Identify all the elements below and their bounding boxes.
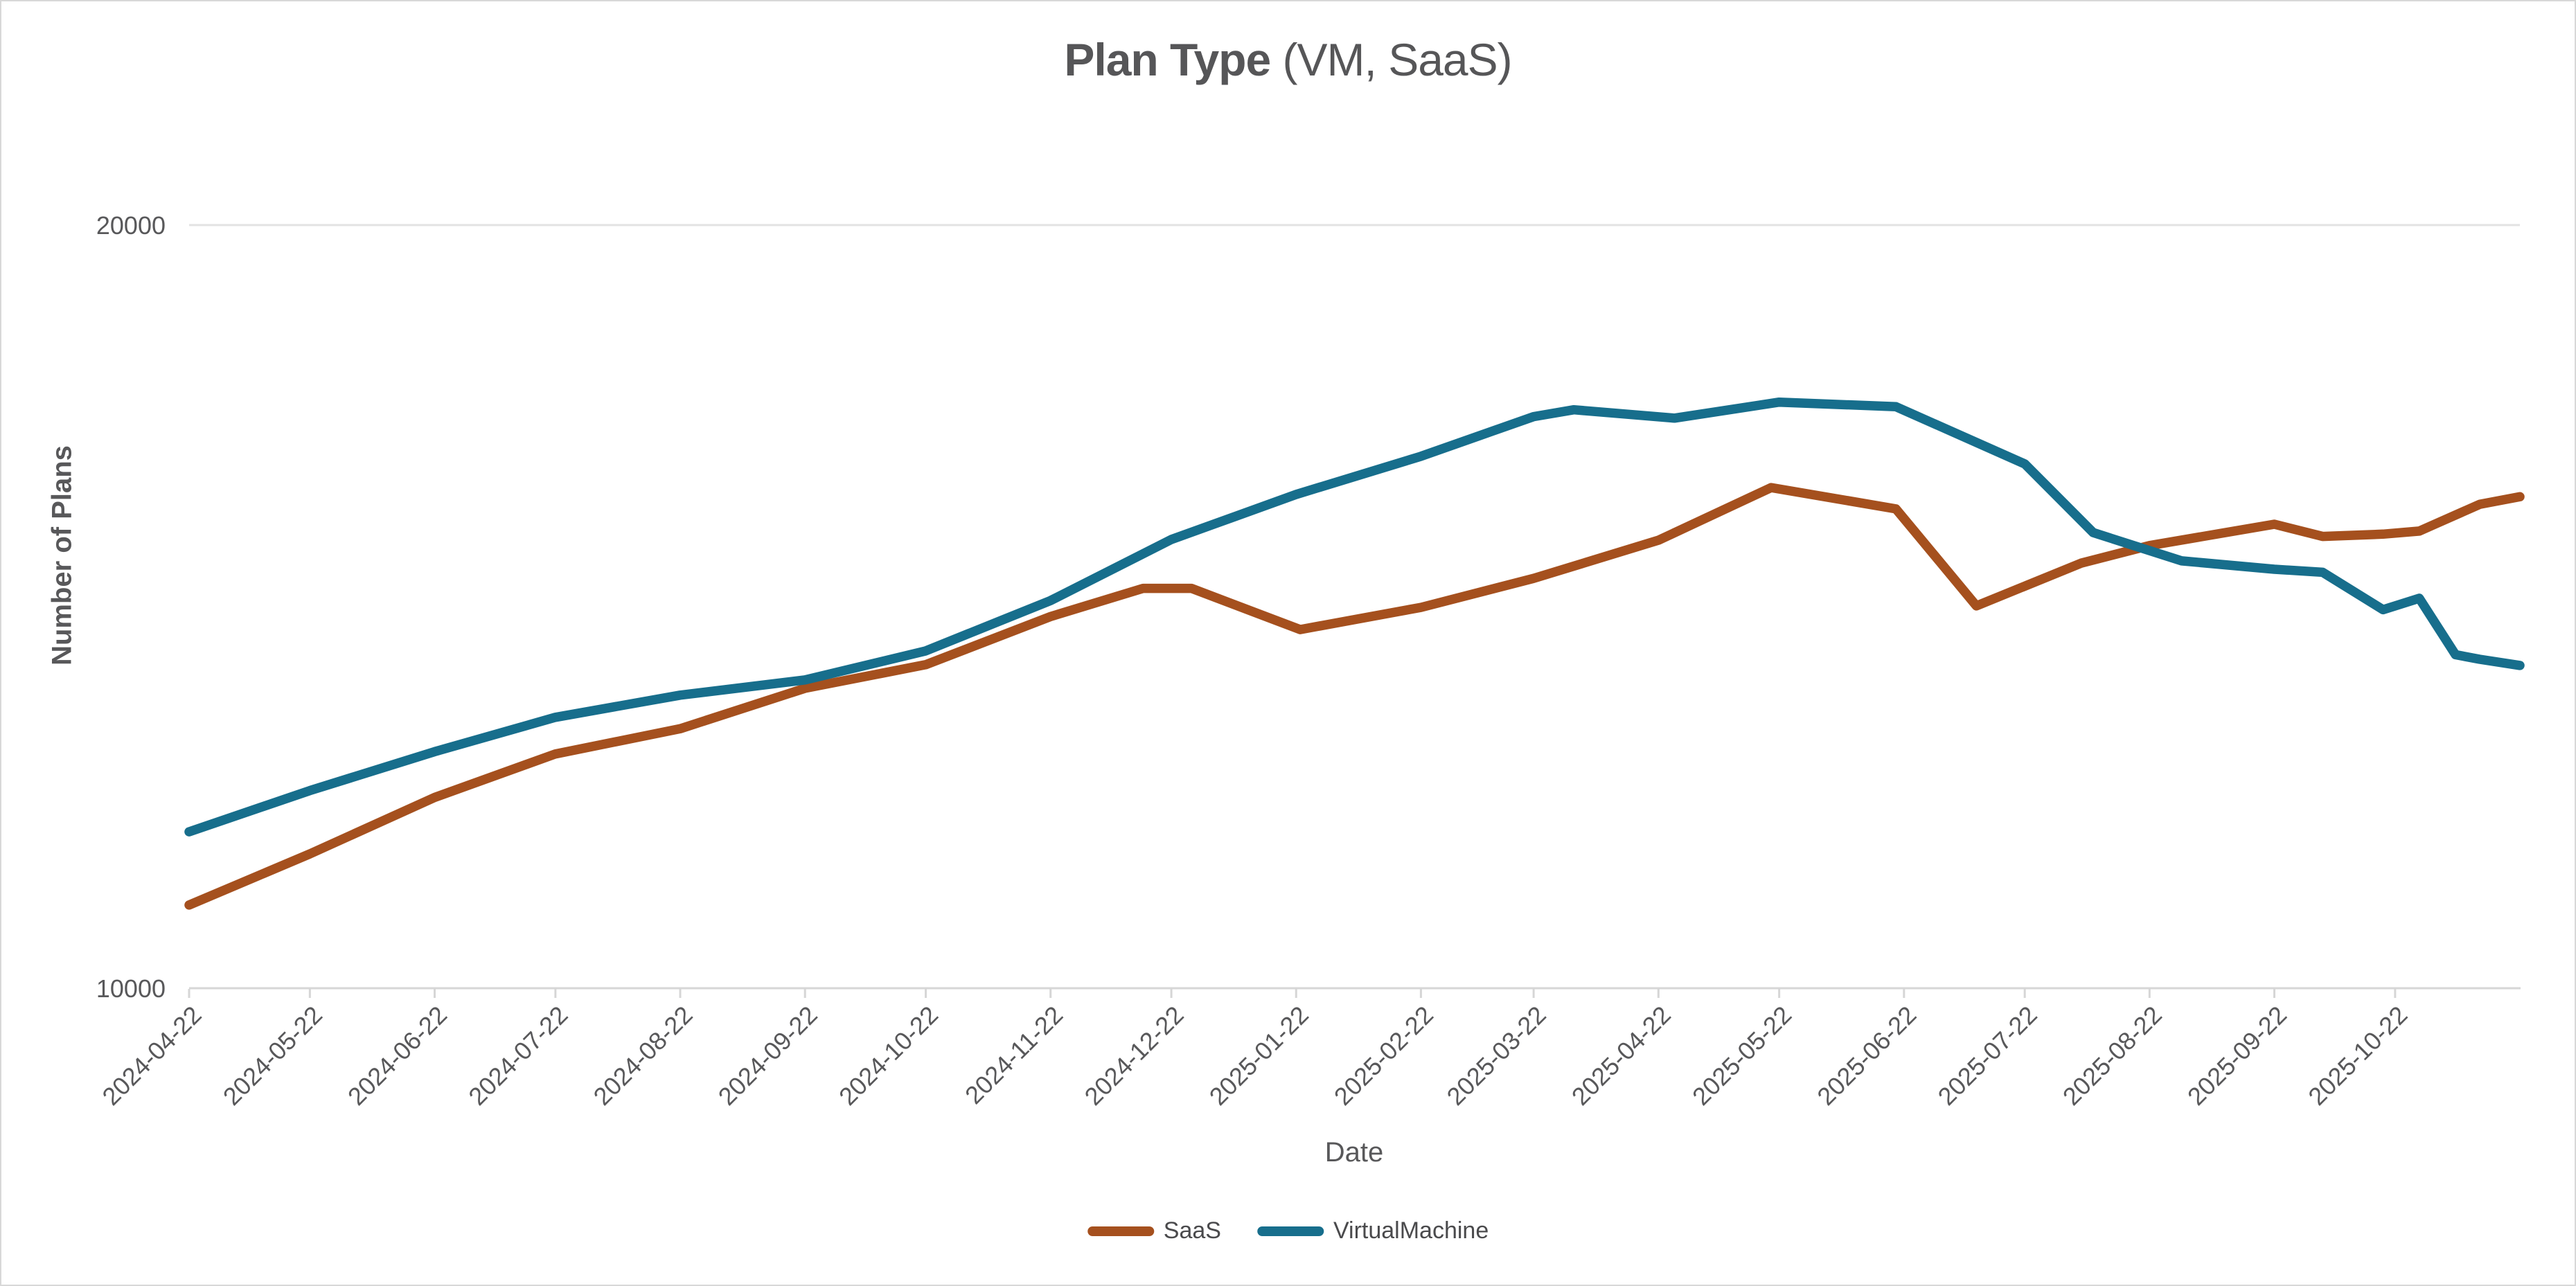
legend-label-saas: SaaS bbox=[1163, 1217, 1221, 1244]
x-axis-tick-label: 2025-03-22 bbox=[1441, 1001, 1552, 1111]
x-axis-tick-label: 2024-09-22 bbox=[713, 1001, 823, 1111]
y-axis-tick-label: 20000 bbox=[96, 211, 166, 240]
x-axis-tick-label: 2024-08-22 bbox=[587, 1001, 698, 1111]
x-axis-tick-label: 2025-07-22 bbox=[1933, 1001, 2043, 1111]
y-axis-tick-label: 10000 bbox=[96, 974, 166, 1003]
x-axis-tick-label: 2025-02-22 bbox=[1329, 1001, 1439, 1111]
x-axis-tick-label: 2024-06-22 bbox=[342, 1001, 452, 1111]
chart-title-main: Plan Type bbox=[1064, 34, 1271, 85]
x-axis-tick-label: 2025-06-22 bbox=[1811, 1001, 1921, 1111]
x-axis-tick-label: 2024-12-22 bbox=[1079, 1001, 1189, 1111]
legend-item-saas[interactable]: SaaS bbox=[1087, 1217, 1221, 1244]
legend-label-virtualmachine: VirtualMachine bbox=[1333, 1217, 1489, 1244]
x-axis-tick-label: 2024-10-22 bbox=[833, 1001, 943, 1111]
x-axis-title: Date bbox=[1324, 1137, 1384, 1168]
legend-item-virtualmachine[interactable]: VirtualMachine bbox=[1256, 1217, 1489, 1244]
x-axis-tick-label: 2024-04-22 bbox=[96, 1001, 206, 1111]
x-axis-tick-label: 2024-11-22 bbox=[959, 1001, 1068, 1109]
x-axis-tick-label: 2024-05-22 bbox=[217, 1001, 328, 1111]
chart-title-suffix: (VM, SaaS) bbox=[1270, 34, 1513, 85]
x-axis-tick-label: 2025-05-22 bbox=[1687, 1001, 1797, 1111]
x-axis-tick-label: 2025-08-22 bbox=[2057, 1001, 2167, 1111]
series-line-virtualmachine[interactable] bbox=[184, 397, 2525, 837]
legend-swatch-saas-icon bbox=[1087, 1226, 1154, 1236]
legend: SaaS VirtualMachine bbox=[1087, 1217, 1489, 1244]
legend-swatch-virtualmachine-icon bbox=[1256, 1226, 1324, 1236]
x-axis-tick-label: 2025-04-22 bbox=[1566, 1001, 1676, 1111]
x-axis-tick-label: 2025-01-22 bbox=[1204, 1001, 1314, 1111]
chart-title: Plan Type (VM, SaaS) bbox=[1, 33, 2575, 86]
x-axis-tick-label: 2025-09-22 bbox=[2182, 1001, 2292, 1111]
x-axis-tick-label: 2025-10-22 bbox=[2302, 1001, 2413, 1111]
x-axis-tick-label: 2024-07-22 bbox=[463, 1001, 573, 1111]
series-line-saas[interactable] bbox=[184, 483, 2525, 910]
